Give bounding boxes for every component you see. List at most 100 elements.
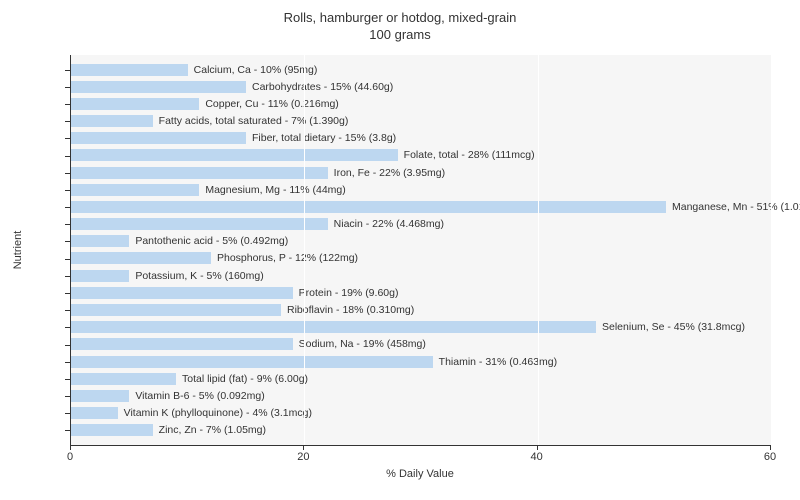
bar bbox=[71, 81, 246, 93]
x-axis-title: % Daily Value bbox=[70, 468, 770, 480]
bars-container: Calcium, Ca - 10% (95mg) Carbohydrates - … bbox=[71, 61, 771, 439]
bar-label: Total lipid (fat) - 9% (6.00g) bbox=[176, 372, 308, 386]
bar bbox=[71, 338, 293, 350]
x-tick-label: 0 bbox=[67, 451, 73, 463]
bar bbox=[71, 304, 281, 316]
y-tick bbox=[65, 87, 71, 88]
y-tick bbox=[65, 396, 71, 397]
bar-label: Selenium, Se - 45% (31.8mcg) bbox=[596, 320, 745, 334]
bar bbox=[71, 201, 666, 213]
gridline bbox=[304, 55, 305, 445]
bar bbox=[71, 115, 153, 127]
y-tick bbox=[65, 413, 71, 414]
y-tick bbox=[65, 259, 71, 260]
bar-row: Total lipid (fat) - 9% (6.00g) bbox=[71, 372, 771, 386]
y-tick bbox=[65, 362, 71, 363]
y-tick bbox=[65, 156, 71, 157]
gridline bbox=[771, 55, 772, 445]
bar-row: Niacin - 22% (4.468mg) bbox=[71, 217, 771, 231]
bar-row: Thiamin - 31% (0.463mg) bbox=[71, 355, 771, 369]
y-tick bbox=[65, 276, 71, 277]
y-tick bbox=[65, 138, 71, 139]
bar-label: Phosphorus, P - 12% (122mg) bbox=[211, 251, 358, 265]
bar-row: Potassium, K - 5% (160mg) bbox=[71, 269, 771, 283]
bar-row: Selenium, Se - 45% (31.8mcg) bbox=[71, 320, 771, 334]
bar-label: Niacin - 22% (4.468mg) bbox=[328, 217, 444, 231]
title-line-1: Rolls, hamburger or hotdog, mixed-grain bbox=[284, 10, 517, 25]
bar-row: Sodium, Na - 19% (458mg) bbox=[71, 337, 771, 351]
bar-label: Fiber, total dietary - 15% (3.8g) bbox=[246, 131, 396, 145]
bar bbox=[71, 167, 328, 179]
bar bbox=[71, 373, 176, 385]
bar-label: Calcium, Ca - 10% (95mg) bbox=[188, 63, 318, 77]
bar-label: Vitamin K (phylloquinone) - 4% (3.1mcg) bbox=[118, 406, 312, 420]
y-tick bbox=[65, 430, 71, 431]
x-tick bbox=[770, 445, 771, 450]
y-tick bbox=[65, 173, 71, 174]
bar-row: Vitamin K (phylloquinone) - 4% (3.1mcg) bbox=[71, 406, 771, 420]
bar bbox=[71, 356, 433, 368]
bar bbox=[71, 64, 188, 76]
bar-label: Magnesium, Mg - 11% (44mg) bbox=[199, 183, 345, 197]
x-tick-label: 60 bbox=[764, 451, 776, 463]
bar-label: Fatty acids, total saturated - 7% (1.390… bbox=[153, 114, 349, 128]
bar-label: Folate, total - 28% (111mcg) bbox=[398, 148, 535, 162]
y-tick bbox=[65, 241, 71, 242]
bar-label: Iron, Fe - 22% (3.95mg) bbox=[328, 166, 445, 180]
y-tick bbox=[65, 293, 71, 294]
bar-row: Manganese, Mn - 51% (1.015mg) bbox=[71, 200, 771, 214]
bar bbox=[71, 390, 129, 402]
x-tick-label: 20 bbox=[297, 451, 309, 463]
x-tick-label: 40 bbox=[531, 451, 543, 463]
y-tick bbox=[65, 190, 71, 191]
chart-title: Rolls, hamburger or hotdog, mixed-grain … bbox=[0, 0, 800, 44]
y-tick bbox=[65, 327, 71, 328]
bar bbox=[71, 407, 118, 419]
bar-row: Vitamin B-6 - 5% (0.092mg) bbox=[71, 389, 771, 403]
bar-row: Iron, Fe - 22% (3.95mg) bbox=[71, 166, 771, 180]
bar bbox=[71, 218, 328, 230]
y-tick bbox=[65, 310, 71, 311]
bar-row: Zinc, Zn - 7% (1.05mg) bbox=[71, 423, 771, 437]
bar-row: Fiber, total dietary - 15% (3.8g) bbox=[71, 131, 771, 145]
bar bbox=[71, 149, 398, 161]
y-tick bbox=[65, 379, 71, 380]
x-tick bbox=[303, 445, 304, 450]
y-tick bbox=[65, 70, 71, 71]
bar-row: Riboflavin - 18% (0.310mg) bbox=[71, 303, 771, 317]
bar bbox=[71, 321, 596, 333]
bar-row: Phosphorus, P - 12% (122mg) bbox=[71, 251, 771, 265]
bar-row: Copper, Cu - 11% (0.216mg) bbox=[71, 97, 771, 111]
bar bbox=[71, 287, 293, 299]
bar-row: Pantothenic acid - 5% (0.492mg) bbox=[71, 234, 771, 248]
bar-label: Carbohydrates - 15% (44.60g) bbox=[246, 80, 393, 94]
bar bbox=[71, 184, 199, 196]
y-tick bbox=[65, 345, 71, 346]
title-line-2: 100 grams bbox=[369, 27, 430, 42]
plot-area: Calcium, Ca - 10% (95mg) Carbohydrates - … bbox=[70, 55, 771, 446]
bar-row: Magnesium, Mg - 11% (44mg) bbox=[71, 183, 771, 197]
bar-label: Potassium, K - 5% (160mg) bbox=[129, 269, 263, 283]
bar-row: Fatty acids, total saturated - 7% (1.390… bbox=[71, 114, 771, 128]
x-tick bbox=[537, 445, 538, 450]
bar-label: Manganese, Mn - 51% (1.015mg) bbox=[666, 200, 800, 214]
bar bbox=[71, 270, 129, 282]
bar-label: Riboflavin - 18% (0.310mg) bbox=[281, 303, 414, 317]
bar-row: Protein - 19% (9.60g) bbox=[71, 286, 771, 300]
y-axis-title: Nutrient bbox=[12, 231, 24, 270]
bar-label: Copper, Cu - 11% (0.216mg) bbox=[199, 97, 338, 111]
bar-row: Carbohydrates - 15% (44.60g) bbox=[71, 80, 771, 94]
nutrient-chart: Rolls, hamburger or hotdog, mixed-grain … bbox=[0, 0, 800, 500]
bar-label: Sodium, Na - 19% (458mg) bbox=[293, 337, 426, 351]
y-tick bbox=[65, 104, 71, 105]
y-tick bbox=[65, 121, 71, 122]
bar bbox=[71, 424, 153, 436]
bar-row: Folate, total - 28% (111mcg) bbox=[71, 148, 771, 162]
bar bbox=[71, 132, 246, 144]
bar bbox=[71, 252, 211, 264]
bar bbox=[71, 98, 199, 110]
x-tick bbox=[70, 445, 71, 450]
bar bbox=[71, 235, 129, 247]
bar-label: Protein - 19% (9.60g) bbox=[293, 286, 399, 300]
bar-label: Vitamin B-6 - 5% (0.092mg) bbox=[129, 389, 264, 403]
